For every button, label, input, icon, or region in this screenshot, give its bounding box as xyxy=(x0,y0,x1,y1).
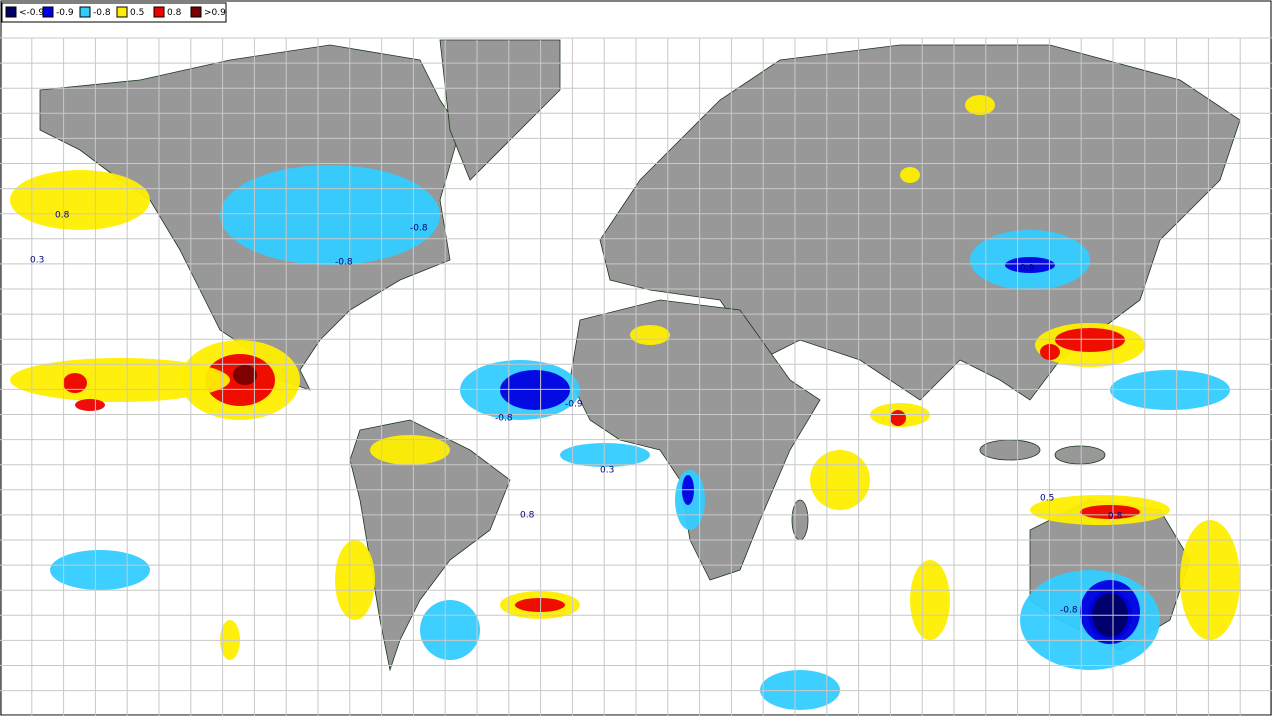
legend-box xyxy=(1,2,227,23)
anomaly-area xyxy=(810,450,870,510)
contour-label: 0.5 xyxy=(1040,494,1054,504)
legend-swatch xyxy=(153,6,165,18)
map: -0.8 -0.8 0.8 0.8 -0.8 -0.9 0.9 0.3 0.3 0.5 -0.8 0.… xyxy=(0,37,1272,716)
anomaly-area xyxy=(335,540,375,620)
legend-label: -0.9 xyxy=(56,8,74,18)
contour-label: 0.3 xyxy=(30,256,44,266)
contour-label: 0.3 xyxy=(600,466,614,476)
anomaly-area xyxy=(1180,520,1240,640)
anomaly-area xyxy=(560,443,650,467)
island xyxy=(1054,445,1106,465)
legend-swatch xyxy=(5,6,17,18)
anomaly-area xyxy=(900,167,920,183)
anomaly-area xyxy=(1110,370,1230,410)
grid xyxy=(0,37,1272,716)
greenland xyxy=(439,39,561,181)
legend: <-0.9 -0.9 -0.8 0.5 0.8 >0.9 xyxy=(1,2,227,23)
contour-label: 0.8 xyxy=(55,211,70,221)
anomaly-area xyxy=(75,399,105,411)
legend-swatch xyxy=(79,6,91,18)
contour-label: -0.8 xyxy=(410,224,428,234)
anomaly-area xyxy=(630,325,670,345)
anomaly-area xyxy=(965,95,995,115)
contour-label: 0.9 xyxy=(1020,264,1035,274)
anomaly-area xyxy=(890,410,906,426)
legend-label: -0.8 xyxy=(93,8,111,18)
anomaly-area xyxy=(1040,344,1060,360)
anomaly-area xyxy=(500,370,570,410)
contour-label: -0.8 xyxy=(1060,606,1078,616)
anomaly-area xyxy=(220,165,440,265)
contour-label: -0.9 xyxy=(565,400,583,410)
anomaly-area xyxy=(50,550,150,590)
contour-label: 0.8 xyxy=(520,511,535,521)
legend-label: >0.9 xyxy=(204,8,226,18)
legend-swatch xyxy=(190,6,202,18)
madagascar xyxy=(791,499,809,541)
legend-label: <-0.9 xyxy=(19,8,44,18)
legend-label: 0.8 xyxy=(167,8,182,18)
anomaly-area xyxy=(910,560,950,640)
anomaly-area xyxy=(370,435,450,465)
anomaly-area xyxy=(233,365,257,385)
contour-labels: -0.8 -0.8 0.8 0.8 -0.8 -0.9 0.9 0.3 0.3 0.5 -0.8 0.… xyxy=(30,211,1123,616)
anomaly-area xyxy=(1080,505,1140,519)
anomaly-area xyxy=(10,358,230,402)
anomaly-area xyxy=(420,600,480,660)
land xyxy=(39,39,1241,672)
anomaly-area xyxy=(10,170,150,230)
legend-swatch xyxy=(116,6,128,18)
anomaly-area xyxy=(63,373,87,393)
anomaly-area xyxy=(760,670,840,710)
anomaly-area xyxy=(515,598,565,612)
contour-label: 0.8 xyxy=(1108,512,1123,522)
legend-label: 0.5 xyxy=(130,8,144,18)
contour-label: -0.8 xyxy=(495,414,513,424)
island xyxy=(979,439,1041,461)
legend-swatch xyxy=(42,6,54,18)
anomaly-area xyxy=(1055,328,1125,352)
contour-label: -0.8 xyxy=(335,258,353,268)
